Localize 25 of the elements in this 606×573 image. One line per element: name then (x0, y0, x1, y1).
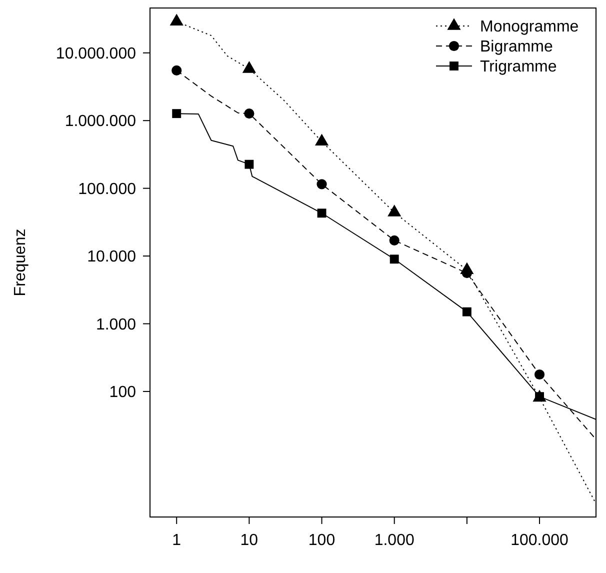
point (389, 235, 400, 246)
x-tick-label: 100 (308, 532, 336, 549)
x-tick-label: 1 (172, 532, 182, 549)
x-tick-label: 100.000 (510, 532, 569, 549)
legend-label: Monogramme (480, 18, 579, 36)
y-tick-label: 100.000 (78, 180, 136, 198)
y-tick-label: 10.000.000 (56, 45, 136, 62)
point (172, 109, 182, 118)
y-tick-label: 10.000 (87, 248, 136, 266)
y-axis-title: Frequenz (12, 228, 30, 296)
point (390, 254, 399, 264)
point (534, 369, 545, 380)
x-tick-label: 10 (240, 532, 258, 549)
point (244, 160, 254, 169)
y-tick-label: 100 (109, 384, 136, 402)
x-tick-label: 1.000 (374, 532, 414, 549)
point (316, 179, 327, 190)
legend-label: Trigramme (480, 58, 557, 76)
point (244, 108, 254, 119)
point (172, 65, 182, 76)
legend-label: Bigramme (480, 38, 554, 56)
point (317, 208, 326, 218)
y-tick-label: 1.000.000 (64, 113, 136, 130)
point (462, 307, 472, 316)
y-tick-label: 1.000 (96, 316, 136, 334)
